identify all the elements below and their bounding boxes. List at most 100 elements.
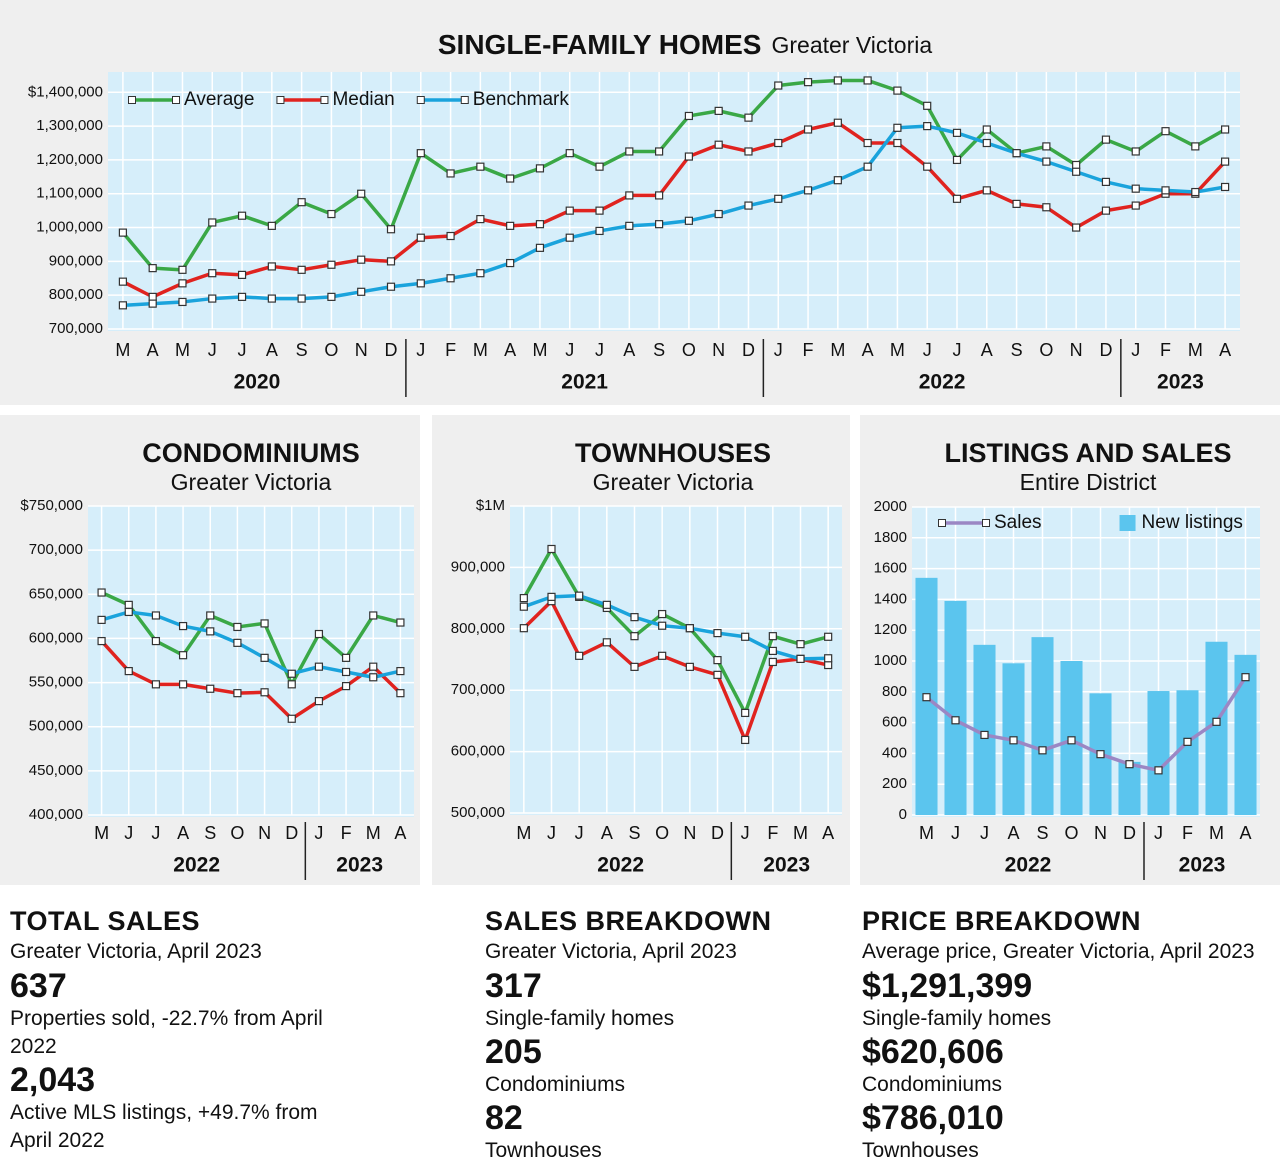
x-tick-label: J — [124, 823, 133, 843]
x-tick-label: A — [822, 823, 834, 843]
marker — [655, 191, 664, 200]
x-tick-label: D — [1123, 823, 1136, 843]
y-tick-label: $750,000 — [20, 497, 83, 514]
marker — [863, 76, 872, 85]
line — [522, 599, 829, 742]
bar — [944, 600, 967, 815]
stat-value: 205 — [485, 1033, 542, 1071]
marker — [923, 162, 932, 171]
x-tick-label: M — [919, 823, 934, 843]
x-tick-label: J — [980, 823, 989, 843]
y-tick-label: 1200 — [874, 621, 907, 638]
line — [121, 78, 1226, 272]
marker — [893, 86, 902, 95]
marker — [922, 693, 931, 702]
y-tick-label: $1M — [476, 497, 505, 514]
total-sales: TOTAL SALES Greater Victoria, April 2023… — [10, 905, 360, 1155]
marker — [744, 147, 753, 156]
marker — [206, 684, 215, 693]
marker — [1072, 160, 1081, 170]
marker — [396, 689, 405, 698]
marker — [287, 680, 296, 689]
marker — [1101, 177, 1111, 187]
marker — [151, 611, 161, 620]
marker — [658, 651, 667, 660]
marker — [565, 233, 574, 242]
marker — [1042, 203, 1051, 212]
x-tick-label: A — [862, 340, 874, 360]
marker — [684, 152, 693, 161]
marker — [684, 216, 693, 225]
x-tick-label: J — [595, 340, 604, 360]
x-tick-label: J — [774, 340, 783, 360]
legend-marker — [982, 519, 990, 527]
y-tick-label: 600 — [882, 714, 907, 731]
marker — [97, 615, 106, 624]
stat-label: Condominiums — [485, 1073, 626, 1096]
x-tick-label: N — [355, 340, 368, 360]
marker — [744, 201, 753, 210]
marker — [952, 155, 962, 165]
x-tick-label: J — [951, 823, 960, 843]
marker — [267, 221, 276, 230]
legend-label: Benchmark — [473, 89, 570, 110]
marker — [655, 220, 664, 229]
marker — [655, 147, 664, 156]
marker — [519, 593, 528, 603]
stat-label: Townhouses — [862, 1139, 979, 1162]
marker — [685, 624, 694, 633]
x-tick-label: D — [711, 823, 724, 843]
marker — [595, 226, 604, 236]
stat-label: Condominiums — [862, 1073, 1003, 1096]
x-tick-label: J — [1131, 340, 1140, 360]
marker — [357, 255, 366, 264]
marker — [369, 662, 378, 671]
x-tick-label: N — [712, 340, 725, 360]
x-tick-label: S — [653, 340, 665, 360]
marker — [575, 591, 584, 600]
marker — [535, 243, 545, 252]
y-tick-label: 400 — [882, 744, 907, 761]
marker — [506, 221, 515, 230]
marker — [287, 669, 296, 678]
marker — [260, 688, 269, 697]
marker — [863, 138, 872, 148]
x-tick-label: J — [923, 340, 932, 360]
marker — [1067, 736, 1076, 745]
marker — [476, 269, 485, 278]
x-tick-label: D — [285, 823, 298, 843]
y-tick-label: 900,000 — [49, 252, 103, 269]
x-tick-label: N — [683, 823, 696, 843]
stat-value: 637 — [10, 967, 67, 1005]
x-tick-label: D — [742, 340, 755, 360]
marker — [768, 657, 777, 667]
x-tick-label: S — [1011, 340, 1023, 360]
subheading: Greater Victoria, April 2023 — [10, 940, 262, 963]
x-tick-label: S — [628, 823, 640, 843]
x-tick-label: F — [445, 340, 456, 360]
marker — [118, 277, 127, 286]
x-tick-label: J — [151, 823, 160, 843]
y-tick-label: 900,000 — [451, 558, 505, 575]
x-tick-label: J — [1154, 823, 1163, 843]
legend-marker — [460, 96, 469, 104]
marker — [237, 292, 247, 301]
subheading: Average price, Greater Victoria, April 2… — [862, 940, 1255, 963]
heading: SALES BREAKDOWN — [485, 906, 772, 936]
marker — [951, 716, 960, 725]
x-tick-label: F — [1182, 823, 1193, 843]
x-tick-label: N — [258, 823, 271, 843]
y-tick-label: 650,000 — [29, 585, 83, 602]
marker — [741, 708, 750, 718]
marker — [952, 128, 962, 137]
marker — [714, 106, 723, 115]
marker — [741, 632, 750, 641]
marker — [124, 666, 133, 676]
marker — [833, 176, 842, 185]
bar — [1234, 654, 1257, 815]
bar — [973, 644, 996, 815]
y-tick-label: 550,000 — [29, 674, 83, 691]
marker — [796, 654, 805, 663]
y-tick-label: 700,000 — [49, 320, 103, 337]
